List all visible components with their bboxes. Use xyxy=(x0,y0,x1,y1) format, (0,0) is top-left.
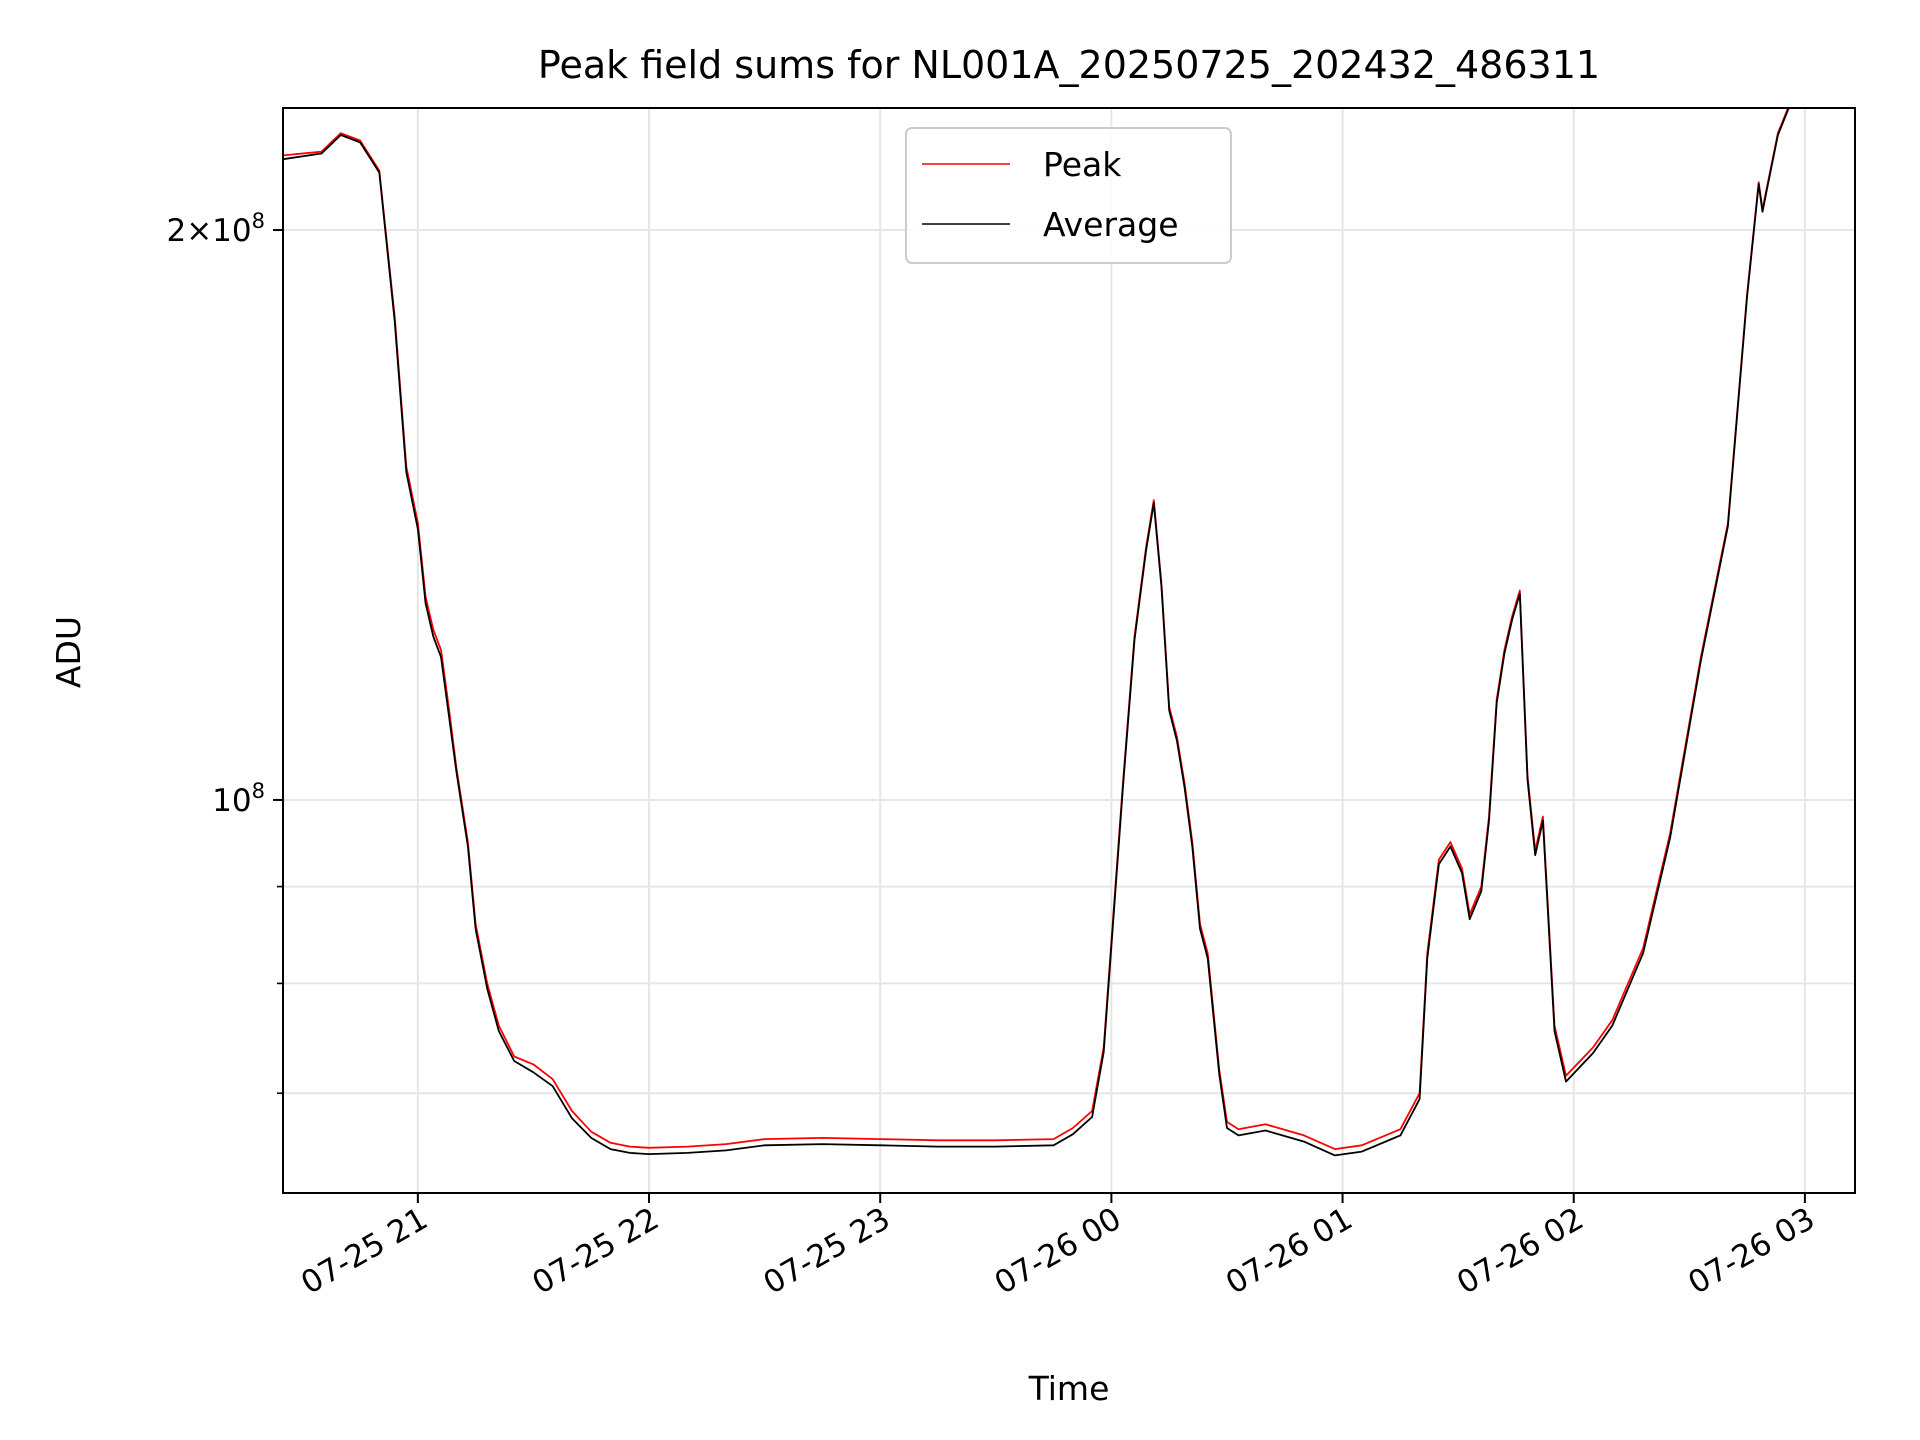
legend: Peak Average xyxy=(905,127,1232,264)
series-layer xyxy=(283,108,1790,1157)
y-axis-label: ADU xyxy=(49,616,88,688)
plot-frame xyxy=(282,107,1856,1194)
y-tick-label-1: 2×108 xyxy=(166,209,265,249)
chart-title: Peak field sums for NL001A_20250725_2024… xyxy=(538,43,1600,87)
legend-box xyxy=(905,127,1232,264)
y-tick-label-0: 108 xyxy=(212,779,265,819)
legend-label-average: Average xyxy=(1043,205,1179,244)
series-line-average xyxy=(283,108,1790,1157)
x-axis-label: Time xyxy=(1028,1369,1110,1408)
legend-label-peak: Peak xyxy=(1043,145,1122,184)
grid xyxy=(283,108,1855,1193)
